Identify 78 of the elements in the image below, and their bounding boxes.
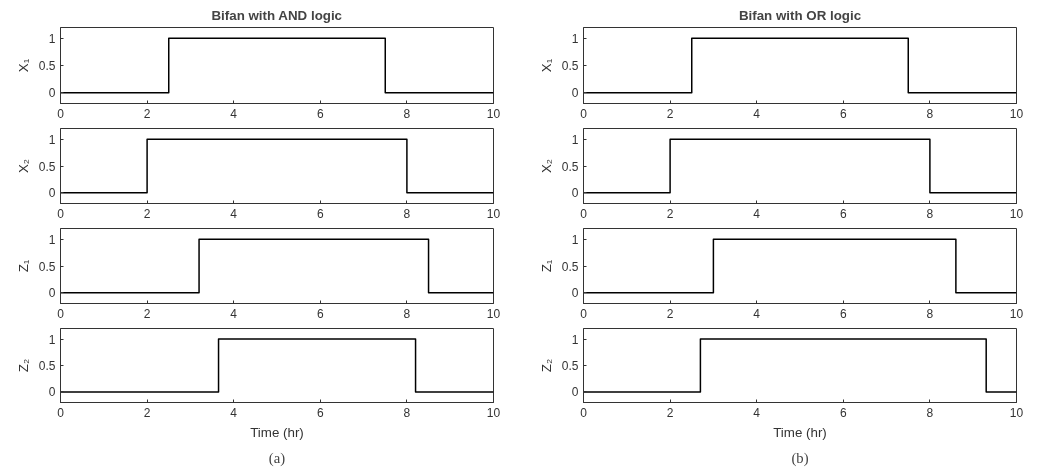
- x-tick-label: 4: [230, 206, 238, 221]
- x-tick-label: 2: [143, 405, 151, 420]
- x-tick-label: 10: [1009, 206, 1024, 221]
- y-tick-label: 1: [48, 31, 56, 46]
- x-tick-label: 6: [839, 405, 847, 420]
- x-tick-label: 10: [1009, 106, 1024, 121]
- y-tick-label: 0: [571, 186, 579, 201]
- x-tick-label: 4: [753, 206, 761, 221]
- x-tick-label: 10: [1009, 306, 1024, 321]
- x-tick-label: 8: [926, 106, 934, 121]
- x-tick-label: 4: [230, 106, 238, 121]
- x-axis-title: Time (hr): [250, 424, 304, 440]
- y-tick-label: 0: [48, 186, 56, 201]
- x-tick-label: 6: [316, 206, 324, 221]
- y-tick-label: 0.5: [561, 159, 579, 174]
- text: (a): [268, 449, 286, 467]
- x-tick-label: 6: [316, 405, 324, 420]
- text: (b): [791, 449, 809, 467]
- x-axis-title: Time (hr): [773, 424, 827, 440]
- x-tick-label: 8: [403, 405, 411, 420]
- y-axis-title: Z₂: [15, 358, 31, 373]
- y-tick-label: 0.5: [38, 159, 56, 174]
- y-tick-label: 0: [571, 286, 579, 301]
- y-tick-label: 1: [48, 132, 56, 147]
- x-tick-label: 2: [666, 405, 674, 420]
- x-tick-label: 8: [926, 306, 934, 321]
- y-tick-label: 1: [571, 332, 579, 347]
- x-tick-label: 4: [753, 405, 761, 420]
- x-tick-label: 6: [839, 306, 847, 321]
- y-axis-title: X₁: [15, 58, 31, 73]
- x-tick-label: 10: [486, 106, 501, 121]
- y-axis-title: Z₁: [538, 259, 554, 273]
- y-tick-label: 1: [48, 332, 56, 347]
- y-tick-label: 0.5: [38, 359, 56, 373]
- x-tick-label: 2: [666, 106, 674, 121]
- x-tick-label: 4: [230, 405, 238, 420]
- x-tick-label: 10: [486, 306, 501, 321]
- chart-title: Bifan with OR logic: [738, 7, 862, 23]
- chart-title: Bifan with AND logic: [211, 7, 343, 23]
- y-tick-label: 0.5: [561, 259, 579, 274]
- y-tick-label: 1: [48, 232, 56, 247]
- x-tick-label: 10: [486, 206, 501, 221]
- x-tick-label: 4: [753, 106, 761, 121]
- y-axis-title: X₁: [538, 58, 554, 73]
- x-tick-label: 10: [1009, 405, 1024, 420]
- x-tick-label: 8: [403, 306, 411, 321]
- y-tick-label: 1: [571, 232, 579, 247]
- x-tick-label: 6: [839, 206, 847, 221]
- y-tick-label: 0.5: [561, 359, 579, 373]
- x-tick-label: 4: [753, 306, 761, 321]
- y-tick-label: 0.5: [561, 59, 579, 73]
- y-axis-title: X₂: [15, 158, 31, 174]
- x-tick-label: 6: [316, 106, 324, 121]
- y-tick-label: 1: [571, 132, 579, 147]
- x-tick-label: 8: [926, 206, 934, 221]
- x-tick-label: 2: [666, 306, 674, 321]
- y-tick-label: 0: [48, 286, 56, 301]
- x-tick-label: 6: [839, 106, 847, 121]
- y-tick-label: 0.5: [38, 59, 56, 73]
- x-tick-label: 8: [403, 206, 411, 221]
- x-tick-label: 2: [143, 306, 151, 321]
- y-tick-label: 0: [48, 86, 56, 101]
- y-tick-label: 0: [571, 385, 579, 400]
- x-tick-label: 6: [316, 306, 324, 321]
- x-tick-label: 8: [403, 106, 411, 121]
- y-tick-label: 0: [48, 385, 56, 400]
- y-tick-label: 0: [571, 86, 579, 101]
- y-axis-title: Z₂: [538, 358, 554, 373]
- x-tick-label: 8: [926, 405, 934, 420]
- x-tick-label: 4: [230, 306, 238, 321]
- y-axis-title: X₂: [538, 158, 554, 174]
- y-tick-label: 0.5: [38, 259, 56, 274]
- y-axis-title: Z₁: [15, 259, 31, 273]
- x-tick-label: 2: [143, 106, 151, 121]
- x-tick-label: 2: [143, 206, 151, 221]
- x-tick-label: 10: [486, 405, 501, 420]
- x-tick-label: 2: [666, 206, 674, 221]
- y-tick-label: 1: [571, 31, 579, 46]
